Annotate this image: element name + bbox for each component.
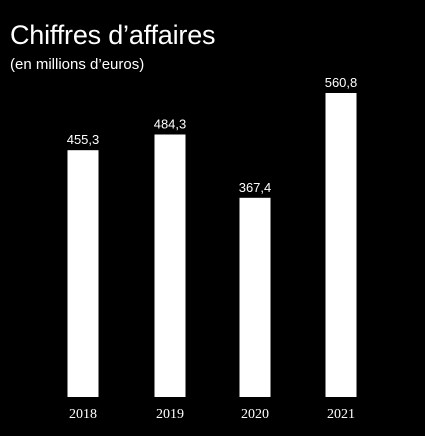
value-label-2021: 560,8 [325, 75, 358, 90]
x-tick-label-2021: 2021 [327, 407, 355, 422]
value-label-2020: 367,4 [239, 180, 272, 195]
bar-2018 [67, 150, 99, 397]
value-label-2019: 484,3 [154, 117, 187, 132]
bar-2020 [239, 197, 271, 397]
x-tick-label-2018: 2018 [69, 407, 97, 422]
x-tick-label-2020: 2020 [241, 407, 269, 422]
x-tick-label-2019: 2019 [156, 407, 184, 422]
bar-2021 [325, 93, 357, 397]
value-label-2018: 455,3 [67, 132, 100, 147]
chart-subtitle: (en millions d’euros) [10, 56, 145, 73]
chart-title: Chiffres d’affaires [10, 20, 216, 50]
bar-2019 [154, 134, 186, 397]
